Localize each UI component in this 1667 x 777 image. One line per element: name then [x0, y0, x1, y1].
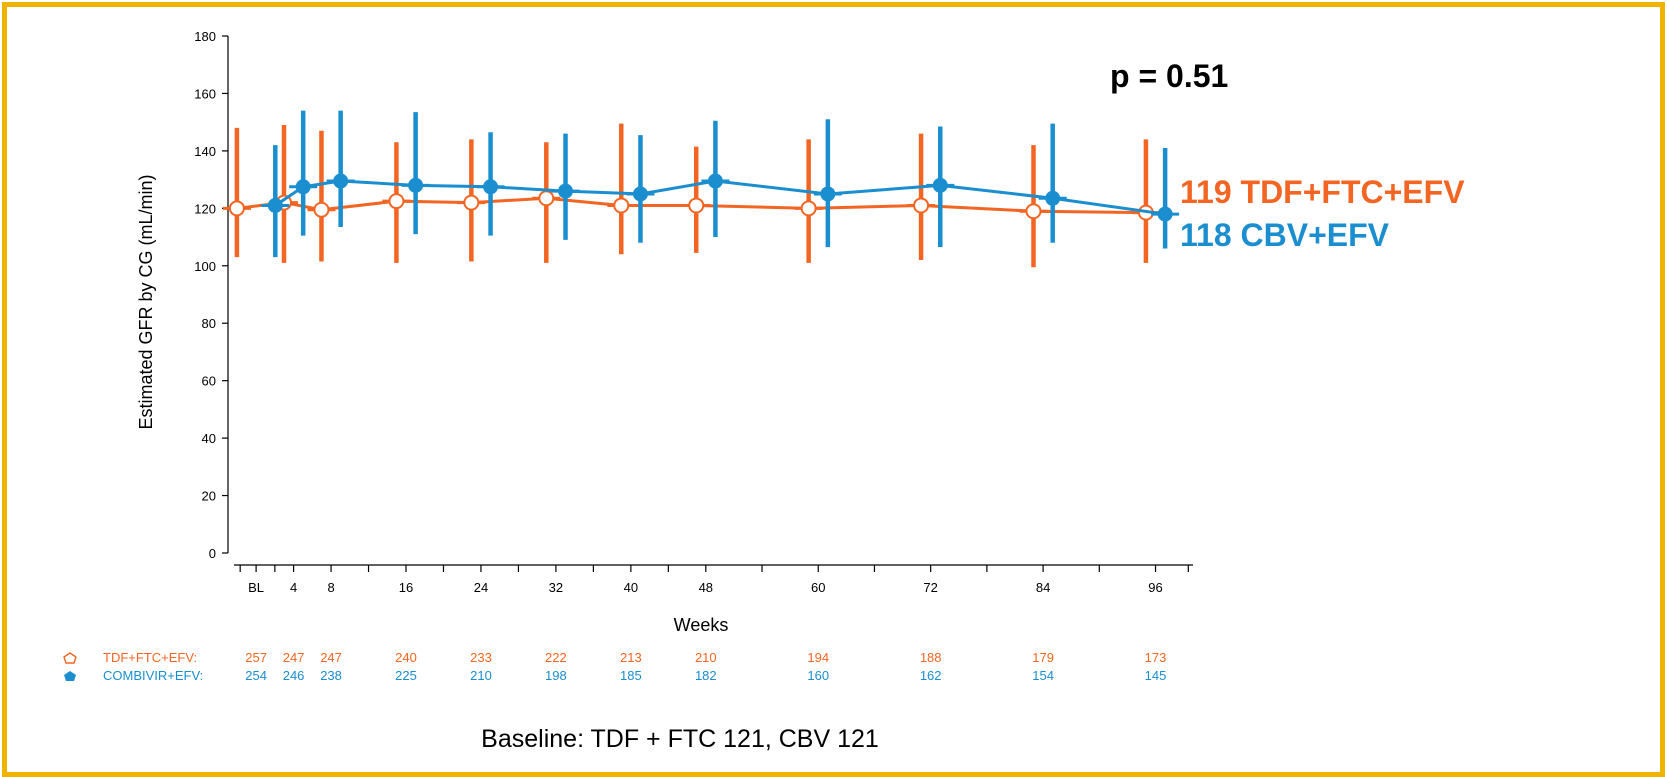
risk-count: 194 — [807, 650, 829, 665]
x-tick-label: 84 — [1036, 580, 1050, 595]
risk-count: 154 — [1032, 668, 1054, 683]
data-point — [613, 197, 630, 214]
risk-count: 247 — [283, 650, 305, 665]
data-point — [707, 173, 723, 189]
data-point — [1157, 206, 1173, 222]
risk-count: 225 — [395, 668, 417, 683]
data-point — [388, 193, 405, 210]
data-point — [913, 197, 930, 214]
data-point — [538, 190, 555, 207]
y-tick-label: 180 — [194, 29, 216, 44]
data-point — [800, 200, 817, 217]
risk-row-label: TDF+FTC+EFV: — [103, 650, 197, 665]
p-value-annotation: p = 0.51 — [1110, 58, 1228, 94]
risk-count: 246 — [283, 668, 305, 683]
data-point — [632, 186, 648, 202]
x-tick-label: 48 — [699, 580, 713, 595]
x-axis-title: Weeks — [674, 615, 729, 635]
risk-count: 257 — [245, 650, 267, 665]
y-tick-label: 100 — [194, 259, 216, 274]
y-tick-label: 20 — [202, 489, 216, 504]
risk-count: 173 — [1145, 650, 1167, 665]
y-tick-label: 160 — [194, 86, 216, 101]
x-tick-label: 40 — [624, 580, 638, 595]
risk-count: 238 — [320, 668, 342, 683]
risk-count: 162 — [920, 668, 942, 683]
data-point — [1045, 190, 1061, 206]
risk-count: 210 — [470, 668, 492, 683]
risk-count: 233 — [470, 650, 492, 665]
data-point — [558, 183, 574, 199]
risk-row: COMBIVIR+EFV: 254 246 238 225 210 198 185 182 160… — [64, 668, 1166, 683]
risk-count: 247 — [320, 650, 342, 665]
x-tick-label: 8 — [327, 580, 334, 595]
risk-count: 198 — [545, 668, 567, 683]
number-at-risk-table: TDF+FTC+EFV: 257 247 247 240 233 222 213 210 194 1… — [63, 650, 1167, 683]
x-tick-label: 4 — [290, 580, 297, 595]
legend-marker-icon — [63, 652, 77, 664]
y-tick-label: 140 — [194, 144, 216, 159]
risk-row-label: COMBIVIR+EFV: — [103, 668, 203, 683]
data-point — [408, 177, 424, 193]
y-tick-label: 120 — [194, 201, 216, 216]
data-point — [295, 179, 311, 195]
y-axis-title: Estimated GFR by CG (mL/min) — [136, 174, 156, 429]
data-point — [932, 177, 948, 193]
data-point — [267, 197, 283, 213]
y-tick-label: 0 — [209, 546, 216, 561]
x-axis-ticks: BL 4 8 16 24 32 40 48 60 72 84 96 — [239, 565, 1189, 595]
risk-count: 185 — [620, 668, 642, 683]
risk-count: 145 — [1145, 668, 1167, 683]
x-tick-label: 24 — [474, 580, 488, 595]
baseline-footnote: Baseline: TDF + FTC 121, CBV 121 — [481, 725, 879, 753]
series-layer — [222, 110, 1180, 268]
risk-count: 160 — [807, 668, 829, 683]
x-tick-label: 96 — [1148, 580, 1162, 595]
risk-count: 213 — [620, 650, 642, 665]
data-point — [333, 173, 349, 189]
risk-count: 222 — [545, 650, 567, 665]
data-point — [463, 194, 480, 211]
axes — [227, 36, 1193, 566]
series-tdf-ftc-efv — [222, 123, 1160, 268]
risk-count: 254 — [245, 668, 267, 683]
data-point — [313, 201, 330, 218]
data-point — [228, 200, 245, 217]
risk-count: 182 — [695, 668, 717, 683]
x-tick-label: BL — [248, 580, 264, 595]
risk-count: 240 — [395, 650, 417, 665]
risk-count: 188 — [920, 650, 942, 665]
risk-count: 210 — [695, 650, 717, 665]
data-point — [1025, 203, 1042, 220]
x-tick-label: 60 — [811, 580, 825, 595]
x-tick-label: 32 — [549, 580, 563, 595]
y-tick-label: 60 — [202, 374, 216, 389]
data-point — [820, 186, 836, 202]
y-tick-label: 40 — [202, 431, 216, 446]
risk-row: TDF+FTC+EFV: 257 247 247 240 233 222 213 210 194 1… — [63, 650, 1167, 665]
end-label-cbv-efv: 118 CBV+EFV — [1180, 217, 1390, 253]
series-cbv-efv — [261, 110, 1180, 258]
x-tick-label: 72 — [923, 580, 937, 595]
data-point — [688, 197, 705, 214]
y-axis-ticks: 0 20 40 60 80 100 120 140 160 180 — [194, 29, 228, 561]
data-point — [483, 179, 499, 195]
legend-marker-icon — [64, 671, 76, 681]
y-tick-label: 80 — [202, 316, 216, 331]
end-label-tdf-ftc-efv: 119 TDF+FTC+EFV — [1180, 174, 1465, 210]
x-tick-label: 16 — [399, 580, 413, 595]
risk-count: 179 — [1032, 650, 1054, 665]
